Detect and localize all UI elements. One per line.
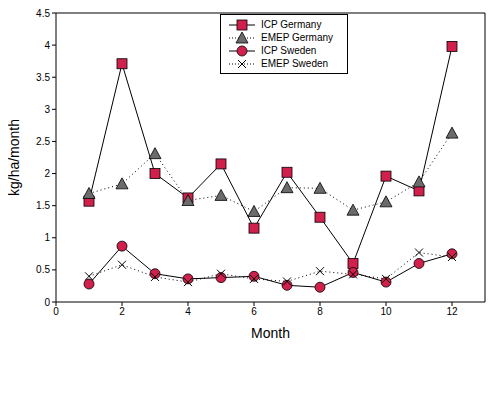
svg-text:kg/ha/month: kg/ha/month: [8, 119, 22, 196]
svg-text:1: 1: [44, 232, 50, 243]
svg-text:2.5: 2.5: [36, 136, 50, 147]
svg-text:6: 6: [251, 306, 257, 317]
svg-text:3: 3: [44, 104, 50, 115]
svg-text:8: 8: [317, 306, 323, 317]
svg-text:10: 10: [380, 306, 392, 317]
svg-text:2: 2: [44, 168, 50, 179]
svg-text:1.5: 1.5: [36, 200, 50, 211]
svg-text:0: 0: [53, 306, 59, 317]
svg-text:4: 4: [185, 306, 191, 317]
html-text:EMEP Sweden: EMEP Sweden: [261, 58, 329, 69]
svg-text:3.5: 3.5: [36, 72, 50, 83]
html-text:EMEP Germany: EMEP Germany: [261, 32, 334, 43]
svg-text:Month: Month: [251, 325, 290, 341]
svg-text:12: 12: [446, 306, 458, 317]
html-text:ICP Germany: ICP Germany: [261, 19, 322, 30]
svg-text:4: 4: [44, 40, 50, 51]
svg-text:2: 2: [119, 306, 125, 317]
svg-text:4.5: 4.5: [36, 8, 50, 19]
svg-text:0: 0: [44, 297, 50, 308]
svg-text:0.5: 0.5: [36, 264, 50, 275]
html-text:ICP Sweden: ICP Sweden: [261, 45, 317, 56]
